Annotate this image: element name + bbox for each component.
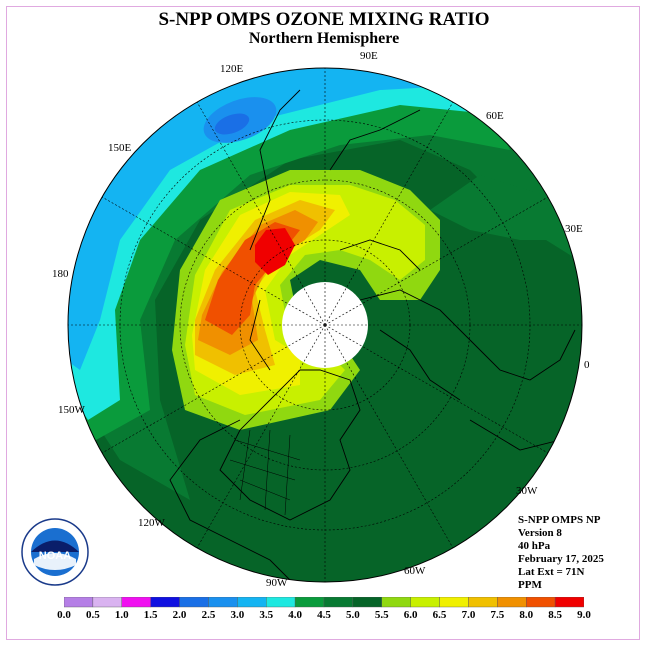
contour-8p0-8p5 — [255, 228, 295, 275]
colorbar-tick-label: 9.0 — [577, 609, 591, 621]
colorbar-segment — [150, 597, 180, 608]
colorbar-labels: 0.0 0.5 1.0 1.5 2.0 2.5 3.0 3.5 4.0 4.5 5.0 5.5 6.0 6… — [0, 609, 648, 623]
colorbar-tick-label: 2.0 — [172, 609, 187, 621]
info-date: February 17, 2025 — [518, 553, 604, 565]
colorbar-tick-label: 4.5 — [317, 609, 331, 621]
map-boundary — [67, 67, 583, 583]
colorbar-segment — [554, 597, 584, 608]
colorbar-segment — [439, 597, 469, 608]
colorbar-tick-label: 7.5 — [490, 609, 505, 621]
lon-label-60w: 60W — [404, 565, 426, 577]
colorbar-segment — [92, 597, 122, 608]
info-level: 40 hPa — [518, 540, 551, 552]
contour-4p0-4p5-east — [430, 175, 578, 240]
colorbar-segment — [352, 597, 382, 608]
colorbar-tick-label: 8.0 — [519, 609, 534, 621]
colorbar-tick-label: 6.0 — [403, 609, 418, 621]
graticule — [68, 68, 582, 582]
colorbar-segment — [323, 597, 354, 608]
lon-label-0: 0 — [584, 359, 590, 371]
noaa-logo: NOAA — [21, 518, 89, 586]
colorbar-segment — [266, 597, 296, 608]
colorbar-segment — [468, 597, 498, 608]
colorbar-tick-label: 5.5 — [374, 609, 389, 621]
colorbar-segment — [381, 597, 411, 608]
map-subtitle: Northern Hemisphere — [248, 30, 400, 47]
colorbar-tick-label: 3.5 — [259, 609, 274, 621]
colorbar-tick-label: 8.5 — [548, 609, 562, 621]
info-lat-ext: Lat Ext = 71N — [518, 566, 585, 578]
contour-2p0-2p5 — [214, 113, 250, 135]
colorbar-tick-label: 5.0 — [346, 609, 360, 621]
colorbar-tick-label: 0.0 — [57, 609, 71, 621]
lon-label-150w: 150W — [58, 404, 85, 416]
lon-label-60e: 60E — [486, 110, 504, 122]
info-product: S-NPP OMPS NP — [518, 514, 601, 526]
colorbar-tick-label: 6.5 — [432, 609, 447, 621]
lon-label-150e: 150E — [108, 142, 132, 154]
colorbar-segment — [121, 597, 151, 608]
colorbar-segment — [179, 597, 209, 608]
lon-label-120e: 120E — [220, 63, 244, 75]
colorbar-segment — [410, 597, 440, 608]
colorbar-segment — [526, 597, 556, 608]
colorbar-segment — [208, 597, 238, 608]
colorbar-segment — [64, 597, 94, 608]
colorbar-tick-label: 1.5 — [143, 609, 158, 621]
info-version: Version 8 — [518, 527, 562, 539]
colorbar-tick-label: 0.5 — [86, 609, 100, 621]
lon-label-180: 180 — [52, 268, 69, 280]
lon-label-120w: 120W — [138, 517, 165, 529]
colorbar-segment — [294, 597, 325, 608]
ozone-field — [68, 68, 582, 582]
map-title: S-NPP OMPS OZONE MIXING RATIO — [158, 9, 490, 30]
info-units: PPM — [518, 579, 542, 591]
lon-label-90w: 90W — [266, 577, 288, 589]
colorbar-tick-label: 2.5 — [201, 609, 216, 621]
lon-label-30w: 30W — [516, 485, 538, 497]
contour-3p0-3p5 — [68, 68, 470, 370]
colorbar-tick-label: 3.0 — [230, 609, 245, 621]
colorbar-segment — [497, 597, 527, 608]
colorbar-segment — [237, 597, 267, 608]
colorbar — [64, 597, 584, 608]
logo-text: NOAA — [39, 550, 71, 562]
colorbar-tick-label: 4.0 — [288, 609, 302, 621]
colorbar-tick-label: 1.0 — [114, 609, 129, 621]
colorbar-tick-label: 7.0 — [461, 609, 476, 621]
lon-label-30e: 30E — [565, 223, 583, 235]
lon-label-90e: 90E — [360, 50, 378, 62]
info-block: S-NPP OMPS NP Version 8 40 hPa February … — [518, 514, 604, 592]
state-borders — [229, 429, 301, 516]
